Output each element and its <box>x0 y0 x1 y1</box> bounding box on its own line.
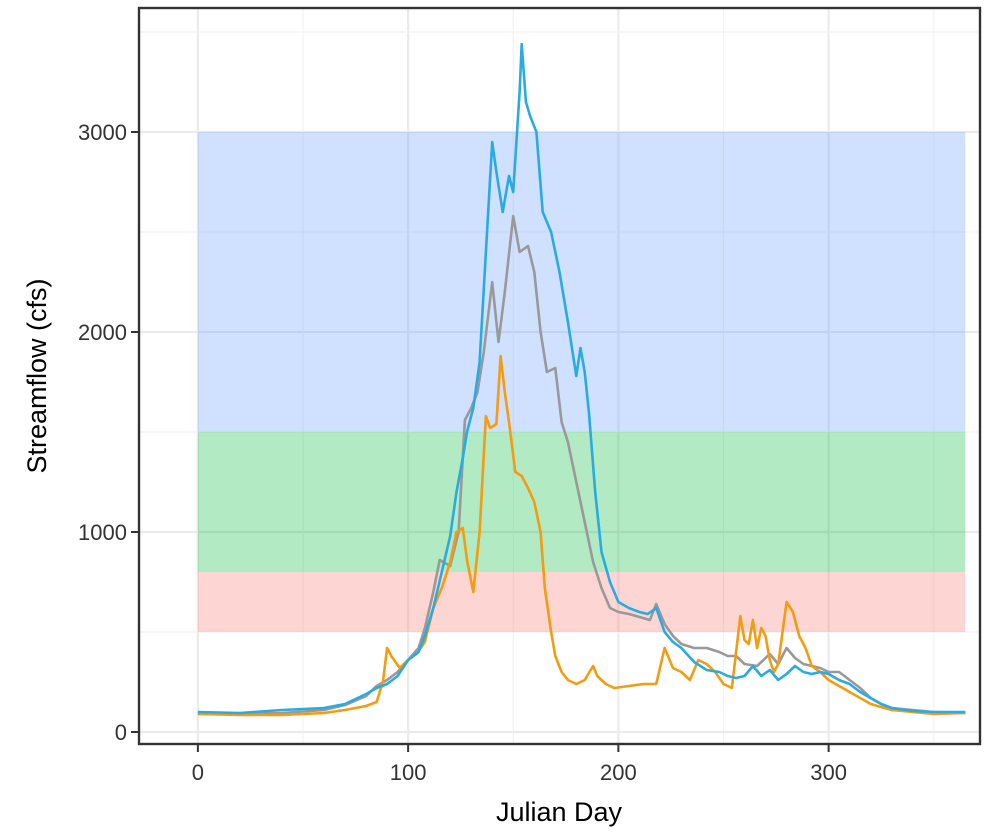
x-tick-label: 0 <box>192 760 204 785</box>
series-line-0 <box>197 214 966 715</box>
x-tick-label: 200 <box>600 760 637 785</box>
series-line-2 <box>197 42 966 715</box>
x-axis-title: Julian Day <box>496 797 623 827</box>
series-lines <box>197 42 966 717</box>
y-axis-title: Streamflow (cfs) <box>22 278 52 473</box>
x-tick-label: 300 <box>810 760 847 785</box>
range-bands <box>197 132 966 632</box>
y-tick-label: 1000 <box>78 520 127 545</box>
y-tick-label: 0 <box>115 720 127 745</box>
grid-lines <box>139 8 980 744</box>
y-tick-label: 3000 <box>78 120 127 145</box>
plot-panel-border <box>137 6 982 746</box>
range-band-0 <box>197 572 966 632</box>
x-tick-label: 100 <box>390 760 427 785</box>
range-band-2 <box>197 132 966 432</box>
y-tick-label: 2000 <box>78 320 127 345</box>
